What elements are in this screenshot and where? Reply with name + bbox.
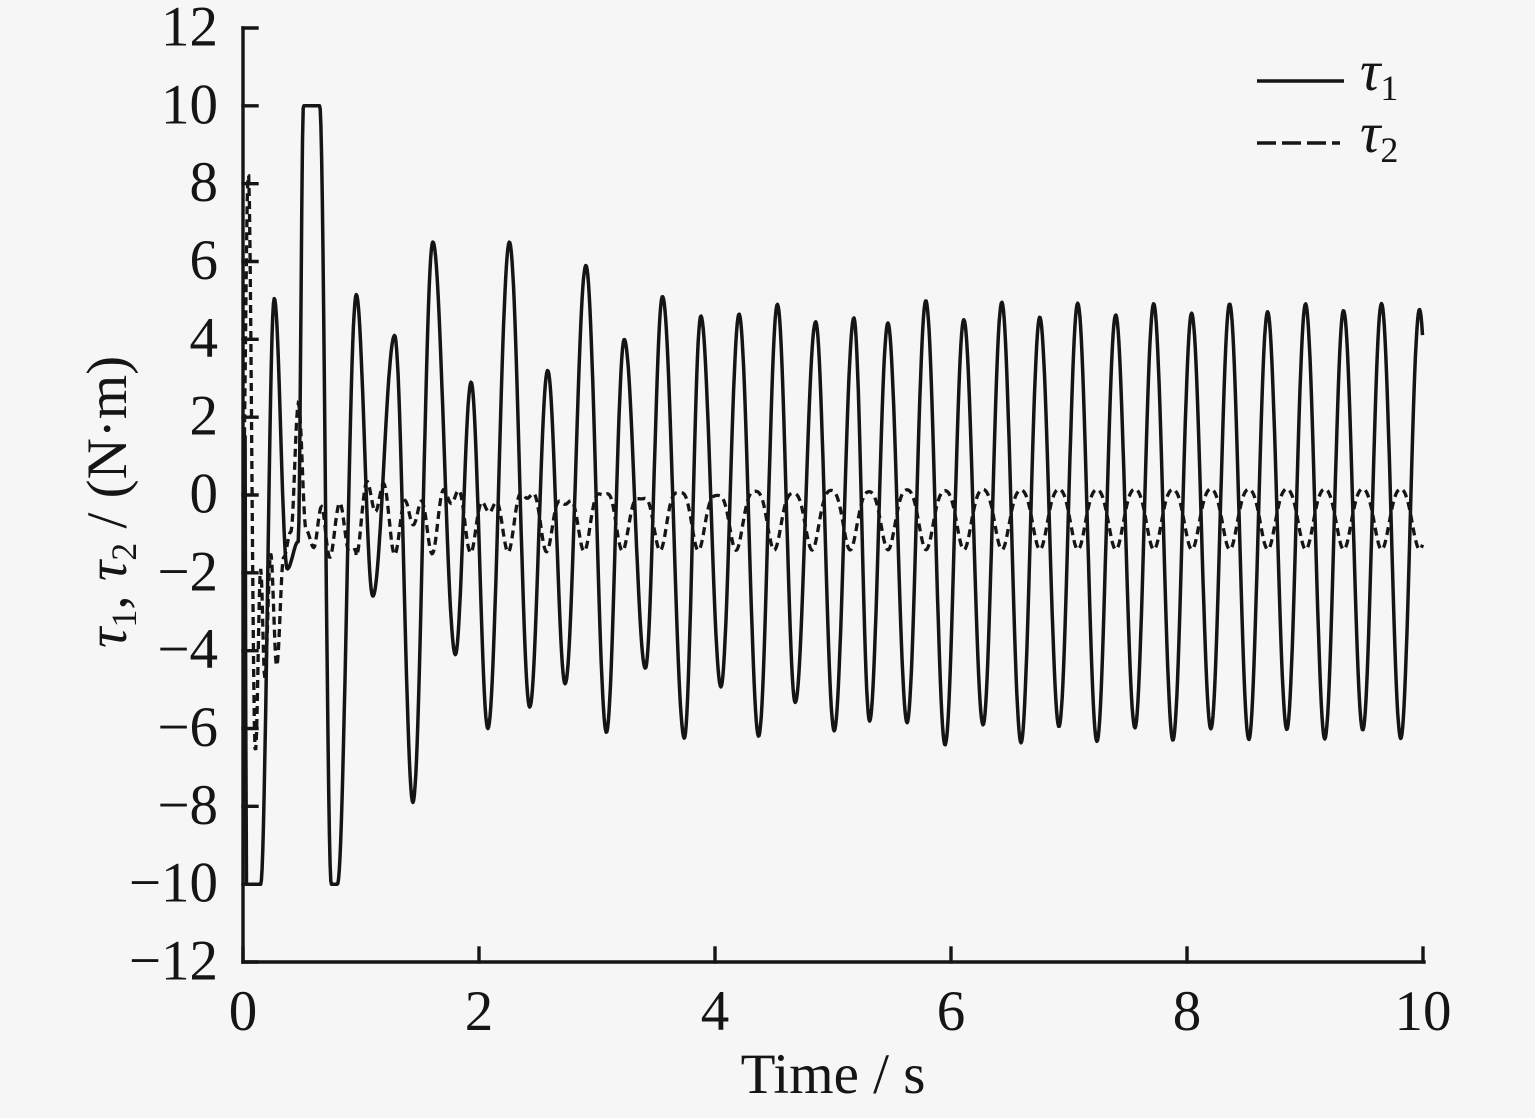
svg-text:4: 4 [190, 307, 219, 370]
svg-text:−2: −2 [157, 540, 218, 603]
svg-text:4: 4 [701, 980, 730, 1043]
svg-text:τ1, τ2 / (N·m): τ1, τ2 / (N·m) [76, 356, 144, 648]
svg-text:−10: −10 [129, 852, 218, 915]
svg-text:2: 2 [190, 385, 219, 448]
svg-text:Time / s: Time / s [741, 1043, 926, 1106]
svg-text:10: 10 [161, 73, 218, 136]
svg-text:12: 12 [161, 0, 218, 59]
svg-text:0: 0 [190, 463, 219, 526]
svg-text:8: 8 [190, 151, 219, 214]
svg-text:2: 2 [465, 980, 494, 1043]
svg-text:10: 10 [1395, 980, 1452, 1043]
svg-text:−12: −12 [129, 930, 218, 993]
svg-text:0: 0 [229, 980, 258, 1043]
svg-text:8: 8 [1173, 980, 1202, 1043]
svg-text:−4: −4 [157, 618, 218, 681]
svg-text:6: 6 [190, 229, 219, 292]
svg-text:−8: −8 [157, 774, 218, 837]
svg-text:−6: −6 [157, 696, 218, 759]
svg-text:6: 6 [937, 980, 966, 1043]
svg-text:τ2: τ2 [1360, 102, 1398, 170]
svg-text:τ1: τ1 [1360, 40, 1398, 108]
